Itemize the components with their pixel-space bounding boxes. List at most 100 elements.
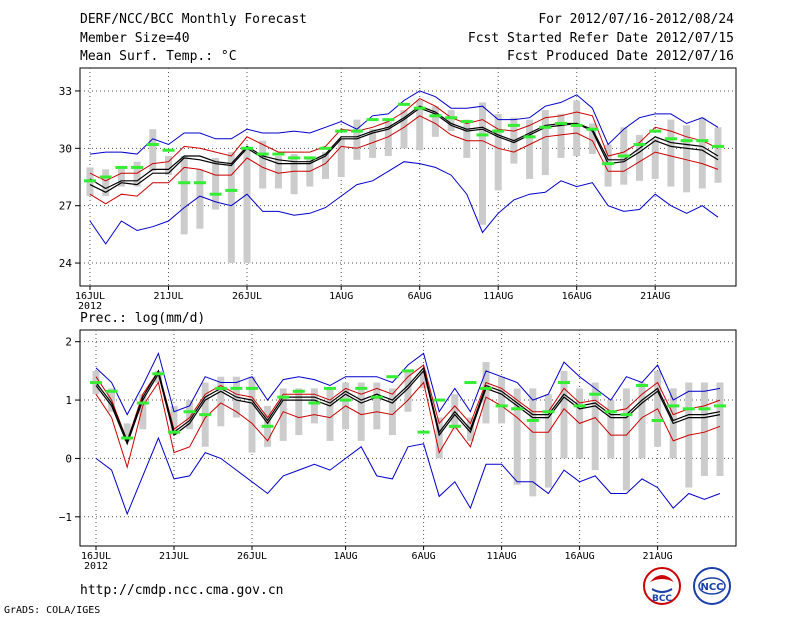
range-bar [698,117,706,189]
series-mean [95,369,721,446]
range-bar [541,110,549,176]
series-lower [89,115,719,205]
x-tick-label: 26JUL [232,291,262,302]
range-bar [529,388,537,497]
series-upper [89,98,719,182]
range-bar [274,155,282,189]
range-bar [259,140,267,189]
fcst-produced-date: Fcst Produced Date 2012/07/16 [507,49,734,64]
range-bar [700,382,708,476]
range-bar [217,376,225,427]
range-bar [604,144,612,187]
y-tick-label: 24 [59,257,73,270]
range-bar [322,152,329,179]
range-bar [416,100,424,151]
range-bar [607,400,615,459]
x-tick-label: 21JUL [153,291,183,302]
range-bar [279,388,287,441]
x-tick-label: 6AUG [408,291,432,302]
grads-credit: GrADS: COLA/IGES [4,605,101,616]
range-bar [526,119,534,179]
range-bar [295,388,303,436]
y-tick-label: 27 [59,200,72,213]
range-bar [310,388,318,424]
range-bar [165,155,172,176]
range-bar [482,362,490,424]
range-bar [227,152,235,264]
range-bar [404,370,412,412]
series-min [95,436,721,516]
range-bar [384,121,392,156]
x-tick-label: 6AUG [412,551,436,562]
forecast-period: For 2012/07/16-2012/08/24 [538,12,734,27]
range-bar [544,394,552,488]
y-tick-label: 2 [65,336,72,349]
range-bar [133,161,141,187]
range-bar [196,169,204,229]
x-tick-label: 1AUG [334,551,358,562]
x-tick-label: 11AUG [483,291,513,302]
range-bar [248,376,256,453]
range-bar [447,110,455,132]
year-label: 2012 [84,561,108,572]
range-bar [431,106,439,137]
x-tick-label: 16JUL [75,291,105,302]
range-bar [400,110,408,149]
y-tick-label: 33 [59,85,72,98]
x-tick-label: 16JUL [81,551,111,562]
source-url[interactable]: http://cmdp.ncc.cma.gov.cn [80,583,284,598]
y-tick-label: −1 [59,511,72,524]
range-bar [139,394,147,430]
fcst-started-date: Fcst Started Refer Date 2012/07/15 [467,31,734,46]
range-bar [560,370,568,459]
x-tick-label: 16AUG [565,551,595,562]
range-bar [180,155,188,235]
series-min [89,161,719,245]
x-tick-label: 16AUG [562,291,592,302]
range-bar [667,119,675,187]
panel-2: −1 0 1 2 16JUL 21JUL 26JUL 1AUG 6AUG 11AUG 16AUG 21… [59,329,737,572]
range-bar [117,167,125,187]
range-bar [373,382,381,430]
range-bar [420,370,428,389]
range-bar [212,157,220,210]
range-bar [243,148,251,264]
range-bar [513,388,521,485]
series-ensemble [89,105,719,190]
range-bar [123,423,131,441]
range-bar [479,102,486,225]
range-bar [588,123,596,155]
variable-label: Mean Surf. Temp.: °C [80,49,237,64]
series-max [95,351,721,416]
range-bar [326,388,334,441]
range-bar [557,113,565,158]
range-bar [683,125,691,193]
range-bar [494,113,502,191]
range-bar [149,129,157,172]
x-tick-label: 26JUL [237,551,267,562]
year-label: 2012 [78,301,102,312]
range-bar [102,169,110,197]
chart-title: DERF/NCC/BCC Monthly Forecast [80,12,307,27]
range-bar [716,382,724,476]
x-tick-label: 21JUL [159,551,189,562]
range-bar [337,138,345,177]
range-bar [306,157,314,187]
range-bar [154,370,162,383]
range-bar [498,376,506,424]
range-bar [353,119,361,160]
y-tick-label: 0 [65,452,72,465]
series-lower [95,381,721,470]
range-bar [714,127,722,183]
range-bar [290,154,298,195]
x-tick-label: 1AUG [329,291,353,302]
y-tick-label: 1 [65,394,72,407]
series-max [89,90,719,155]
x-tick-label: 21AUG [640,291,670,302]
range-bar [573,100,581,156]
range-bar [463,119,471,158]
range-bar [622,388,630,491]
range-bar [357,382,365,441]
panel-1: 24 27 30 33 16JUL 21JUL 26JUL 1AUG 6AUG 11AUG 16AU… [59,67,737,312]
